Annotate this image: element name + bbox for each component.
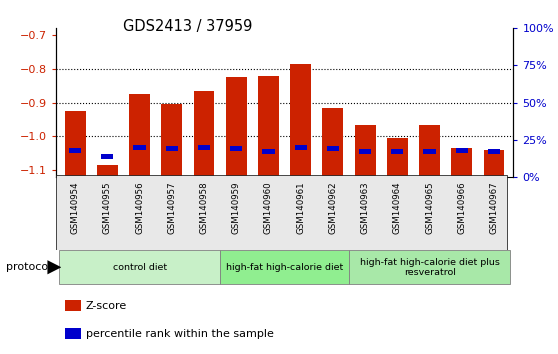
Text: GSM140960: GSM140960 — [264, 181, 273, 234]
Bar — [484, 150, 504, 177]
Bar — [194, 91, 214, 177]
Bar — [65, 111, 85, 177]
Bar — [488, 149, 500, 154]
Text: GSM140962: GSM140962 — [329, 181, 338, 234]
Text: GSM140958: GSM140958 — [200, 181, 209, 234]
Bar — [69, 148, 81, 153]
Text: GSM140956: GSM140956 — [135, 181, 144, 234]
Bar — [220, 250, 349, 284]
Text: GSM140965: GSM140965 — [425, 181, 434, 234]
Text: GSM140957: GSM140957 — [167, 181, 176, 234]
Bar — [226, 77, 247, 177]
Bar — [101, 154, 113, 159]
Bar — [349, 250, 510, 284]
Bar — [65, 300, 81, 311]
Bar — [391, 149, 403, 154]
Bar — [166, 147, 178, 151]
Text: high-fat high-calorie diet: high-fat high-calorie diet — [226, 263, 343, 272]
Text: high-fat high-calorie diet plus
resveratrol: high-fat high-calorie diet plus resverat… — [360, 258, 499, 277]
Bar — [424, 149, 436, 154]
Bar — [419, 125, 440, 177]
Bar — [355, 125, 376, 177]
Text: GSM140967: GSM140967 — [489, 181, 498, 234]
Bar — [323, 108, 343, 177]
Text: GSM140966: GSM140966 — [458, 181, 466, 234]
Text: GSM140963: GSM140963 — [360, 181, 369, 234]
Bar — [290, 64, 311, 177]
Polygon shape — [47, 260, 61, 274]
Bar — [65, 329, 81, 339]
Bar — [451, 148, 472, 177]
Text: control diet: control diet — [113, 263, 167, 272]
Text: percentile rank within the sample: percentile rank within the sample — [85, 329, 273, 339]
Bar — [262, 149, 275, 154]
Text: GSM140961: GSM140961 — [296, 181, 305, 234]
Bar — [327, 147, 339, 151]
Text: GDS2413 / 37959: GDS2413 / 37959 — [123, 19, 252, 34]
Text: protocol: protocol — [6, 262, 51, 272]
Bar — [129, 94, 150, 177]
Bar — [161, 104, 182, 177]
Bar — [387, 138, 408, 177]
Bar — [198, 145, 210, 150]
Bar — [359, 149, 371, 154]
Text: GSM140954: GSM140954 — [71, 181, 80, 234]
Bar — [456, 148, 468, 153]
Text: GSM140955: GSM140955 — [103, 181, 112, 234]
Text: Z-score: Z-score — [85, 301, 127, 310]
Text: GSM140959: GSM140959 — [232, 181, 240, 234]
Text: GSM140964: GSM140964 — [393, 181, 402, 234]
Bar — [230, 147, 242, 151]
Bar — [133, 145, 146, 150]
Bar — [295, 145, 307, 150]
Bar — [97, 165, 118, 177]
Bar — [258, 76, 279, 177]
Bar — [59, 250, 220, 284]
